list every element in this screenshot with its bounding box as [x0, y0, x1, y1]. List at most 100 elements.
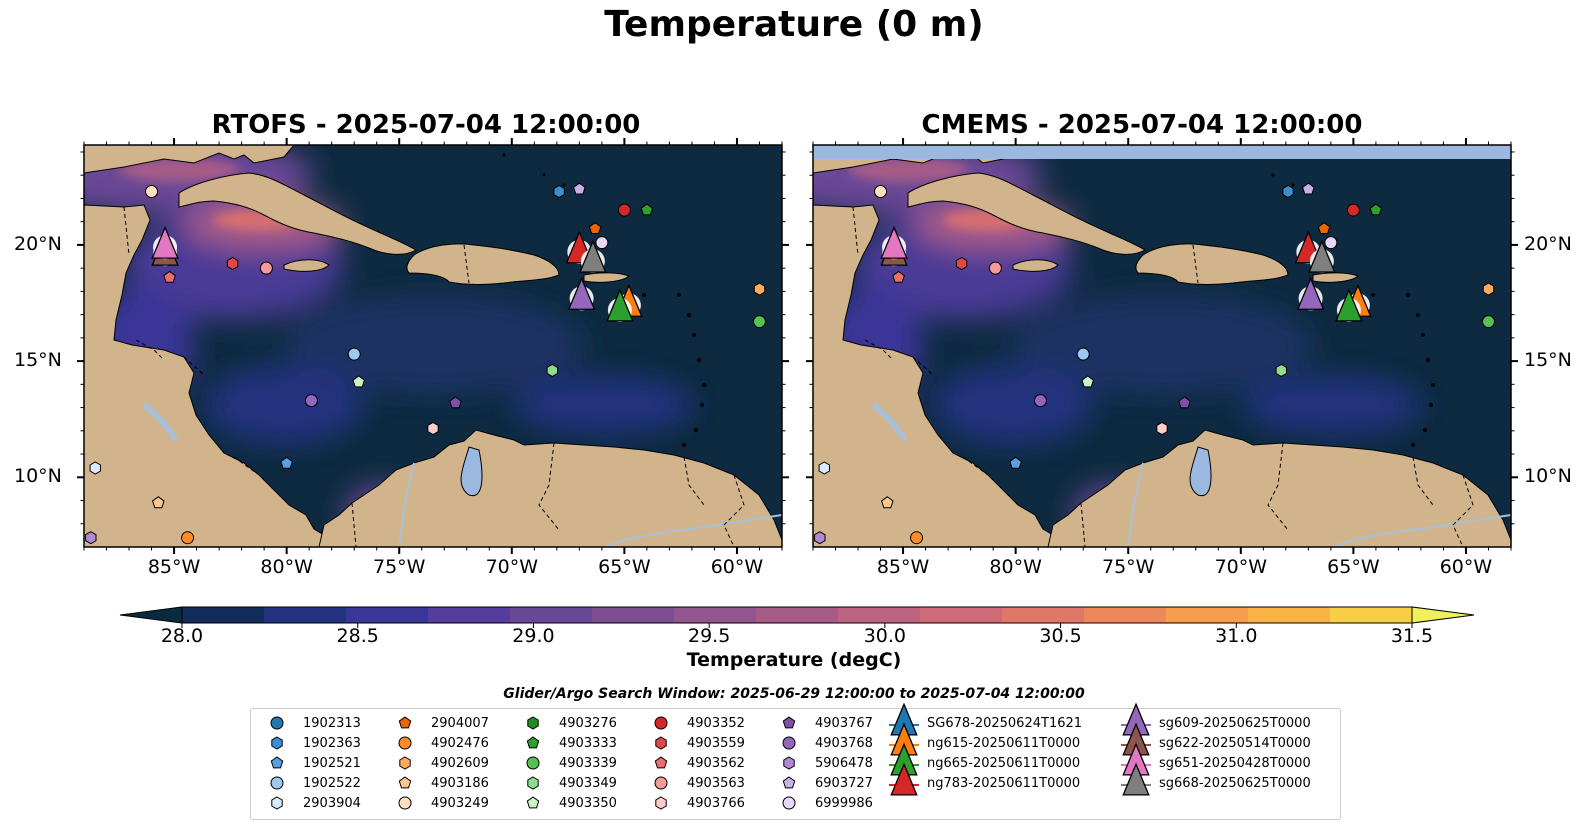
legend-item-float-4903768: 4903768 — [775, 733, 873, 753]
float-marker-4903768 — [1033, 394, 1047, 408]
legend: 1902313 1902363 1902521 1902522 2903904 29040… — [250, 702, 1341, 820]
legend-item-float-4903352: 4903352 — [647, 713, 745, 733]
legend-item-float-4903350: 4903350 — [519, 793, 617, 813]
lat-tick-label: 10°N — [1524, 465, 1572, 488]
legend-item-float-4903766: 4903766 — [647, 793, 745, 813]
float-marker-4903559 — [226, 256, 239, 271]
legend-label: ng615-20250611T0000 — [927, 735, 1081, 751]
legend-label: sg668-20250625T0000 — [1159, 775, 1311, 791]
legend-label: 1902521 — [303, 755, 361, 771]
legend-label: 4903766 — [687, 795, 745, 811]
float-marker-5906478 — [85, 531, 97, 545]
legend-item-glider-ng783-20250611T0000: ng783-20250611T0000 — [887, 762, 1081, 796]
lat-tick-label: 20°N — [14, 232, 62, 255]
lon-tick-label: 80°W — [260, 556, 313, 578]
float-marker-1902522 — [347, 347, 361, 361]
lon-tick-label: 60°W — [1439, 556, 1493, 578]
colorbar-tick-label: 28.5 — [337, 625, 379, 647]
float-marker-4903350 — [352, 375, 365, 388]
legend-label: sg609-20250625T0000 — [1159, 715, 1311, 731]
legend-item-float-4903276: 4903276 — [519, 713, 617, 733]
glider-marker-ng665-20250611T0000 — [1335, 288, 1363, 322]
legend-label: 4902609 — [431, 755, 489, 771]
lon-tick-label: 85°W — [876, 556, 930, 578]
float-marker-6999986 — [1324, 236, 1338, 250]
float-marker-4903349 — [1275, 363, 1287, 377]
colorbar-tick-label: 31.0 — [1215, 625, 1257, 647]
lon-tick-label: 75°W — [372, 556, 426, 578]
legend-label: 2903904 — [303, 795, 361, 811]
legend-item-float-5906478: 5906478 — [775, 753, 873, 773]
lon-tick-label: 65°W — [598, 556, 651, 578]
float-marker-6903727 — [1302, 182, 1315, 195]
legend-item-glider-sg622-20250514T0000: sg622-20250514T0000 — [1119, 722, 1311, 756]
float-marker-4903349 — [546, 363, 558, 377]
float-marker-4903562 — [892, 270, 905, 283]
float-marker-4903249 — [145, 184, 159, 198]
legend-item-glider-sg668-20250625T0000: sg668-20250625T0000 — [1119, 762, 1311, 796]
legend-item-float-4903559: 4903559 — [647, 733, 745, 753]
float-marker-4903333 — [1369, 203, 1383, 216]
float-marker-4902609 — [753, 282, 766, 296]
figure-title: Temperature (0 m) — [604, 4, 984, 45]
float-marker-4903559 — [955, 256, 968, 271]
lon-tick-label: 85°W — [147, 556, 201, 578]
legend-item-float-6903727: 6903727 — [775, 773, 873, 793]
lat-tick-label: 20°N — [1524, 232, 1572, 255]
legend-item-float-4903349: 4903349 — [519, 773, 617, 793]
legend-label: 4903339 — [559, 755, 617, 771]
glider-marker-sg651-20250428T0000 — [880, 225, 908, 259]
legend-label: 1902522 — [303, 775, 361, 791]
legend-item-float-4902609: 4902609 — [391, 753, 489, 773]
legend-label: 4903276 — [559, 715, 617, 731]
legend-label: 4903768 — [815, 735, 873, 751]
legend-item-float-4903562: 4903562 — [647, 753, 745, 773]
legend-item-float-1902313: 1902313 — [263, 713, 361, 733]
legend-item-float-2904007: 2904007 — [391, 713, 489, 733]
legend-item-float-4903249: 4903249 — [391, 793, 489, 813]
legend-label: 4903562 — [687, 755, 745, 771]
legend-item-glider-ng665-20250611T0000: ng665-20250611T0000 — [887, 742, 1080, 776]
lon-tick-label: 75°W — [1101, 556, 1155, 578]
legend-item-float-4903333: 4903333 — [519, 733, 617, 753]
float-marker-4903766 — [427, 421, 439, 436]
float-marker-4902476 — [181, 531, 195, 545]
lat-tick-label: 10°N — [14, 465, 62, 488]
legend-label: 4903349 — [559, 775, 617, 791]
float-marker-4903768 — [304, 394, 318, 408]
colorbar-tick-label: 30.5 — [1039, 625, 1081, 647]
lat-tick-label: 15°N — [1524, 349, 1572, 372]
float-marker-4902476 — [910, 531, 924, 545]
legend-label: SG678-20250624T1621 — [927, 715, 1083, 731]
legend-label: 4903186 — [431, 775, 489, 791]
legend-label: 6999986 — [815, 795, 873, 811]
lon-tick-label: 65°W — [1327, 556, 1380, 578]
legend-item-float-4903767: 4903767 — [775, 713, 873, 733]
glider-marker-sg668-20250625T0000 — [579, 239, 607, 273]
glider-marker-ng665-20250611T0000 — [606, 288, 634, 322]
colorbar-tick-label: 30.0 — [864, 625, 906, 647]
float-marker-4903767 — [1178, 396, 1191, 409]
legend-label: 4903563 — [687, 775, 745, 791]
float-marker-1902521 — [280, 456, 293, 469]
legend-label: 4903350 — [559, 795, 617, 811]
float-marker-4903563 — [259, 261, 273, 275]
lon-tick-label: 60°W — [710, 556, 764, 578]
legend-item-float-4903186: 4903186 — [391, 773, 489, 793]
float-marker-6903727 — [573, 182, 586, 195]
lon-tick-label: 70°W — [485, 556, 539, 578]
float-marker-2903904 — [818, 461, 830, 475]
legend-label: sg622-20250514T0000 — [1159, 735, 1311, 751]
legend-label: ng783-20250611T0000 — [927, 775, 1081, 791]
legend-label: 1902363 — [303, 735, 361, 751]
float-marker-2904007 — [1317, 222, 1331, 234]
colorbar-label: Temperature (degC) — [686, 649, 902, 671]
float-marker-4903186 — [881, 496, 894, 509]
legend-label: 1902313 — [303, 715, 361, 731]
glider-marker-sg609-20250625T0000 — [567, 276, 596, 310]
float-marker-1902363 — [1282, 184, 1294, 199]
legend-item-float-4903339: 4903339 — [519, 753, 617, 773]
legend-label: 6903727 — [815, 775, 873, 791]
float-marker-6999986 — [595, 236, 609, 250]
